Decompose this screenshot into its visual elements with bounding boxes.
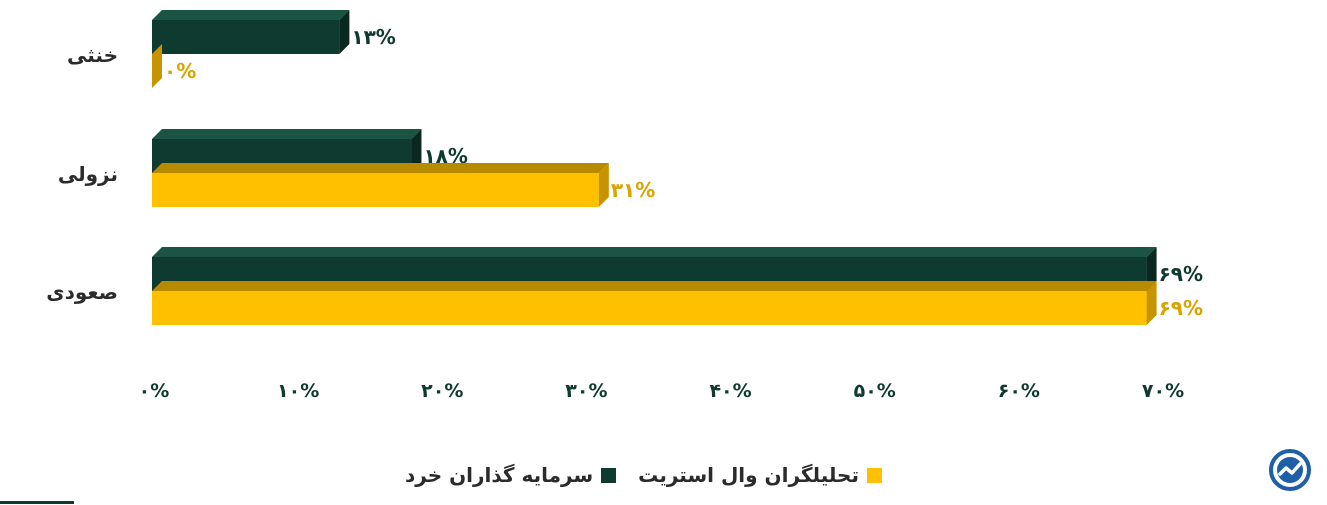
legend-swatch-retail (601, 467, 617, 483)
value-label-wallstreet-1: ۳۱% (611, 178, 655, 202)
bar-top-wallstreet-1 (152, 163, 609, 173)
bar-top-retail-0 (152, 10, 350, 20)
bar-side-wallstreet-1 (598, 163, 609, 207)
x-tick-label-2: ۲۰% (421, 380, 463, 402)
bar-top-retail-2 (152, 247, 1157, 257)
bar-top-retail-1 (152, 129, 422, 139)
legend: سرمایه گذاران خرد تحلیلگران وال استریت (405, 460, 885, 490)
value-label-retail-2: ۶۹% (1159, 262, 1203, 286)
bar-wallstreet-1 (152, 173, 599, 207)
brand-logo-icon (1268, 448, 1312, 492)
x-tick-label-1: ۱۰% (277, 380, 319, 402)
x-tick-label-0: ۰% (139, 380, 170, 402)
category-label-2: صعودی (46, 280, 118, 304)
x-tick-label-3: ۳۰% (565, 380, 607, 402)
bar-side-retail-1 (411, 129, 422, 173)
legend-label-wallstreet: تحلیلگران وال استریت (638, 463, 859, 487)
value-label-retail-0: ۱۳% (351, 25, 395, 49)
legend-item-retail: سرمایه گذاران خرد (405, 463, 617, 487)
bar-top-wallstreet-2 (152, 281, 1157, 291)
legend-item-wallstreet: تحلیلگران وال استریت (638, 463, 882, 487)
value-label-wallstreet-2: ۶۹% (1159, 296, 1203, 320)
x-tick-label-5: ۵۰% (854, 380, 896, 402)
legend-label-retail: سرمایه گذاران خرد (405, 463, 594, 487)
x-tick-label-7: ۷۰% (1142, 380, 1184, 402)
bar-side-wallstreet-0 (152, 44, 162, 88)
bar-wallstreet-2 (152, 291, 1147, 325)
bar-retail-0 (152, 20, 340, 54)
category-label-0: خنثی (67, 43, 118, 67)
legend-swatch-wallstreet (866, 467, 882, 483)
value-label-wallstreet-0: ۰% (164, 59, 196, 83)
bar-side-wallstreet-2 (1146, 281, 1157, 325)
x-tick-label-6: ۶۰% (998, 380, 1040, 402)
category-label-1: نزولی (58, 162, 118, 186)
x-tick-label-4: ۴۰% (709, 380, 751, 402)
bar-side-retail-0 (339, 10, 350, 54)
bar-side-retail-2 (1146, 247, 1157, 291)
corner-divider (0, 501, 74, 504)
